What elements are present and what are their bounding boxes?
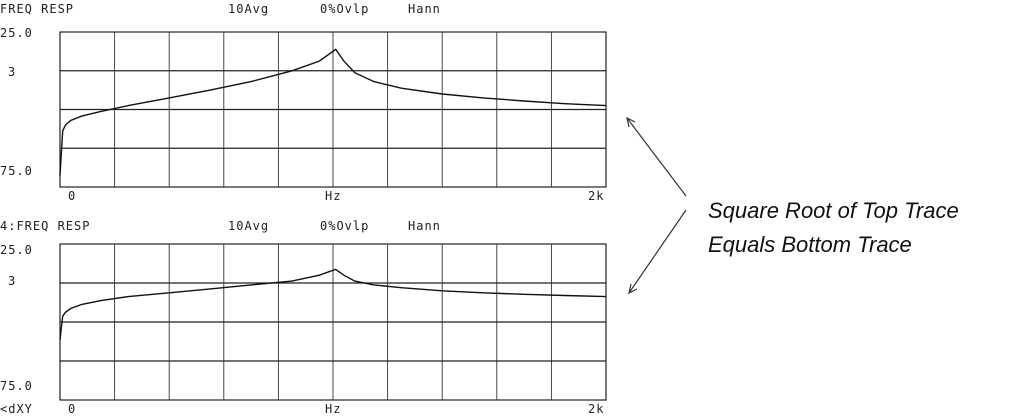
annotation-arrowhead-lower — [628, 283, 638, 295]
top-header-window: Hann — [408, 2, 441, 16]
bottom-header-label: 4:FREQ RESP — [0, 219, 90, 233]
bottom-y-mid-label: 3 — [8, 274, 16, 288]
annotation-line-2: Equals Bottom Trace — [708, 232, 912, 257]
top-x-start-label: 0 — [68, 189, 76, 203]
bottom-grid — [60, 244, 606, 400]
top-trace — [59, 48, 607, 176]
bottom-header-window: Hann — [408, 219, 441, 233]
bottom-header-ovlp: 0%Ovlp — [320, 219, 369, 233]
bottom-x-unit-label: Hz — [325, 402, 341, 416]
annotation: Square Root of Top Trace Equals Bottom T… — [626, 116, 959, 295]
bottom-chart: 4:FREQ RESP 10Avg 0%Ovlp Hann 25.0 3 75.… — [0, 219, 607, 416]
bottom-y-bottom-label: 75.0 — [0, 379, 33, 393]
bottom-header-avg: 10Avg — [228, 219, 269, 233]
top-x-end-label: 2k — [588, 189, 604, 203]
top-header-ovlp: 0%Ovlp — [320, 2, 369, 16]
top-x-unit-label: Hz — [325, 189, 341, 203]
annotation-line-1: Square Root of Top Trace — [708, 198, 959, 223]
bottom-x-start-label: 0 — [68, 402, 76, 416]
bottom-trace — [59, 268, 607, 340]
top-y-bottom-label: 75.0 — [0, 164, 33, 178]
top-header-label: FREQ RESP — [0, 2, 74, 16]
bottom-prefix-label: <dXY — [0, 402, 33, 416]
annotation-arrow-upper — [626, 117, 687, 197]
bottom-x-end-label: 2k — [588, 402, 604, 416]
bottom-y-top-label: 25.0 — [0, 243, 33, 257]
top-header-avg: 10Avg — [228, 2, 269, 16]
top-grid — [60, 32, 606, 187]
annotation-arrowhead-upper — [626, 116, 636, 128]
top-y-mid-label: 3 — [8, 65, 16, 79]
top-chart: FREQ RESP 10Avg 0%Ovlp Hann 25.0 3 75.0 … — [0, 2, 607, 203]
top-y-top-label: 25.0 — [0, 26, 33, 40]
annotation-arrow-lower — [628, 209, 687, 294]
